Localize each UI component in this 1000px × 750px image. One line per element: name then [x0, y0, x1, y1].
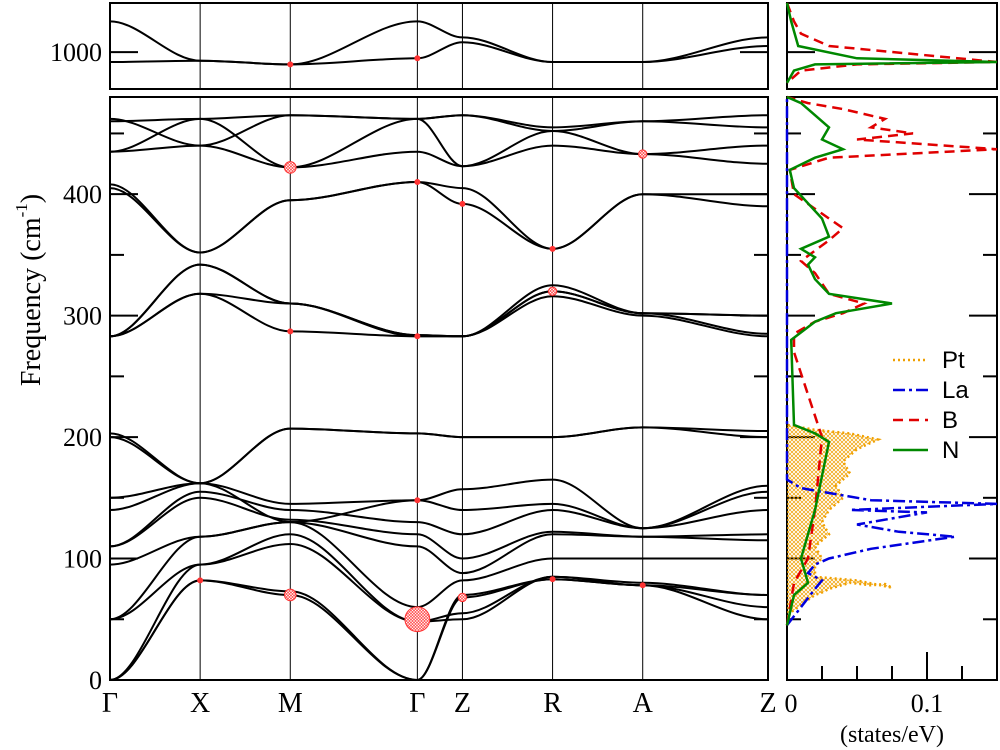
- k-label: X: [190, 688, 210, 719]
- band-line: [109, 482, 769, 530]
- band-line: [109, 478, 769, 530]
- legend-label-B: B: [942, 407, 958, 434]
- main-band-panel: [109, 96, 769, 681]
- coupling-dot: [547, 286, 558, 296]
- dos-x-axis-label: (states/eV): [840, 722, 944, 748]
- coupling-dot: [549, 245, 556, 252]
- band-line: [109, 144, 769, 169]
- dos-line-Pt: [785, 423, 893, 626]
- y-tick-label: 200: [63, 423, 102, 452]
- band-line: [109, 180, 769, 254]
- y-tick-label: 400: [63, 180, 102, 209]
- y-axis-label-sup: -1: [12, 203, 31, 217]
- top-band-panel: [109, 2, 769, 90]
- top-dos-panel: [786, 2, 998, 90]
- coupling-dot: [414, 333, 421, 340]
- y-tick-label: 0: [89, 666, 102, 695]
- coupling-dot: [414, 179, 421, 186]
- band-line: [109, 490, 769, 548]
- k-label: Z: [454, 688, 471, 719]
- dos-x-tick-label: 0.1: [911, 689, 944, 718]
- coupling-dot: [287, 61, 294, 68]
- k-label: Γ: [102, 688, 118, 719]
- coupling-dot: [638, 149, 648, 159]
- band-line: [109, 496, 769, 560]
- y-tick-label: 300: [63, 302, 102, 331]
- y-tick-label: 100: [63, 545, 102, 574]
- coupling-dot: [459, 200, 466, 207]
- k-label: Z: [759, 688, 776, 719]
- k-label: Γ: [409, 688, 425, 719]
- band-line: [109, 426, 769, 485]
- k-label: R: [543, 688, 562, 719]
- legend-label-N: N: [942, 437, 959, 464]
- dos-top-line-N: [785, 2, 998, 84]
- y-axis-label-close: ): [16, 194, 47, 203]
- k-label: A: [633, 688, 654, 719]
- dos-line-La: [785, 97, 998, 627]
- band-line: [109, 180, 768, 254]
- dos-x-axis: 0 0.1: [785, 652, 963, 718]
- coupling-dot: [414, 497, 421, 504]
- y-axis-label-main: Frequency (cm: [16, 217, 47, 386]
- legend: Pt La BN: [893, 347, 969, 464]
- band-line: [109, 117, 769, 169]
- legend-label-La: La: [942, 377, 969, 404]
- k-label: M: [278, 688, 303, 719]
- coupling-dot: [197, 577, 204, 584]
- coupling-dot: [457, 592, 468, 603]
- phonon-bands: [109, 20, 769, 682]
- coupling-dot: [287, 328, 294, 335]
- coupling-dot: [283, 588, 297, 602]
- band-line: [109, 521, 769, 575]
- band-line-top: [109, 20, 769, 66]
- band-line: [109, 542, 769, 623]
- coupling-dot: [283, 161, 297, 174]
- y-axis-label: Frequency (cm-1): [12, 194, 47, 386]
- density-of-states: [785, 2, 998, 627]
- dos-top-line-B: [785, 2, 998, 84]
- electron-phonon-dots: [197, 55, 648, 633]
- y-tick-label-top: 1000: [50, 38, 102, 67]
- band-line: [109, 533, 769, 681]
- dos-line-B: [785, 95, 998, 626]
- y-axis-ticks: 0 100 200 300 400 1000: [50, 38, 997, 695]
- coupling-dot: [414, 55, 421, 62]
- dos-line-N: [785, 95, 893, 626]
- band-line: [109, 263, 769, 338]
- coupling-dot: [549, 576, 556, 583]
- band-line: [109, 263, 769, 338]
- dos-x-tick-label: 0: [785, 689, 798, 718]
- band-line-top: [109, 41, 769, 66]
- band-line: [109, 114, 769, 147]
- legend-label-Pt: Pt: [942, 347, 965, 374]
- coupling-dot: [639, 582, 646, 589]
- dos-area-Pt: [787, 424, 892, 626]
- coupling-dot: [404, 606, 431, 633]
